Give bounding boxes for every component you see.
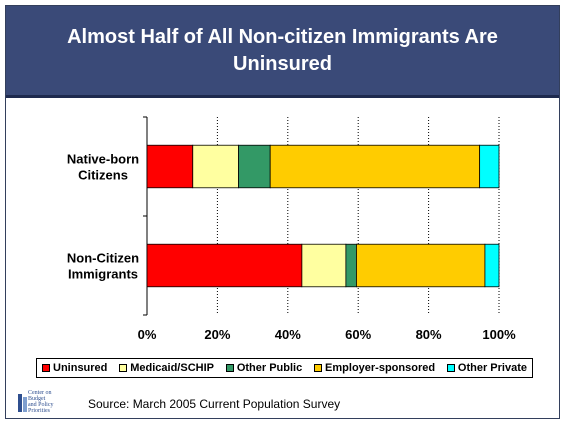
x-tick-label: 60% (345, 327, 371, 342)
bar-other-private (479, 144, 500, 189)
bar-medicaid-schip (192, 144, 239, 189)
slide: Almost Half of All Non-citizen Immigrant… (5, 5, 560, 419)
bar-employer-sponsored (269, 144, 481, 189)
legend-label-other-public: Other Public (236, 362, 303, 374)
logo-mark-icon (18, 394, 27, 412)
legend-label-medicaid-schip: Medicaid/SCHIP (130, 362, 214, 374)
bar-uninsured (146, 243, 303, 288)
x-tick-label: 100% (482, 327, 516, 342)
legend-item-employer-sponsored: Employer-sponsored (314, 362, 435, 374)
chart-legend: Uninsured Medicaid/SCHIP Other Public Em… (36, 358, 533, 378)
source-note: Source: March 2005 Current Population Su… (88, 397, 341, 411)
legend-swatch-medicaid-schip (119, 364, 128, 372)
category-label-line: Non-Citizen (67, 251, 139, 266)
stacked-bar-chart: Native-born Citizens Non-Citizen Immigrants… (67, 116, 516, 342)
legend-swatch-other-private (446, 364, 455, 372)
legend-label-uninsured: Uninsured (53, 362, 108, 374)
legend-swatch-employer-sponsored (314, 364, 323, 372)
chart-title: Almost Half of All Non-citizen Immigrant… (67, 25, 498, 75)
bar-medicaid-schip (301, 243, 347, 288)
legend-item-medicaid-schip: Medicaid/SCHIP (119, 362, 214, 374)
title-banner: Almost Half of All Non-citizen Immigrant… (6, 6, 559, 98)
legend-label-employer-sponsored: Employer-sponsored (325, 362, 436, 374)
bar-other-private (484, 243, 500, 288)
category-label: Non-Citizen Immigrants (67, 251, 139, 282)
legend-label-other-private: Other Private (457, 362, 527, 374)
bar-other-public (345, 243, 357, 288)
x-tick-label: 0% (138, 327, 157, 342)
x-tick-label: 80% (416, 327, 442, 342)
legend-item-other-private: Other Private (446, 362, 527, 374)
bar-other-public (238, 144, 271, 189)
bar-employer-sponsored (356, 243, 486, 288)
category-label-line: Native-born (67, 152, 139, 167)
logo-text: Center on Budget and Policy Priorities (28, 390, 54, 414)
category-label-line: Citizens (78, 168, 128, 183)
x-tick-label: 20% (204, 327, 230, 342)
legend-swatch-other-public (225, 364, 234, 372)
category-label: Native-born Citizens (67, 152, 139, 183)
legend-swatch-uninsured (42, 364, 50, 372)
cbpp-logo: Center on Budget and Policy Priorities (18, 390, 54, 416)
x-tick-label: 40% (275, 327, 301, 342)
legend-item-other-public: Other Public (225, 362, 303, 374)
category-label-line: Immigrants (68, 267, 138, 282)
bar-uninsured (146, 144, 194, 189)
legend-item-uninsured: Uninsured (42, 362, 107, 374)
